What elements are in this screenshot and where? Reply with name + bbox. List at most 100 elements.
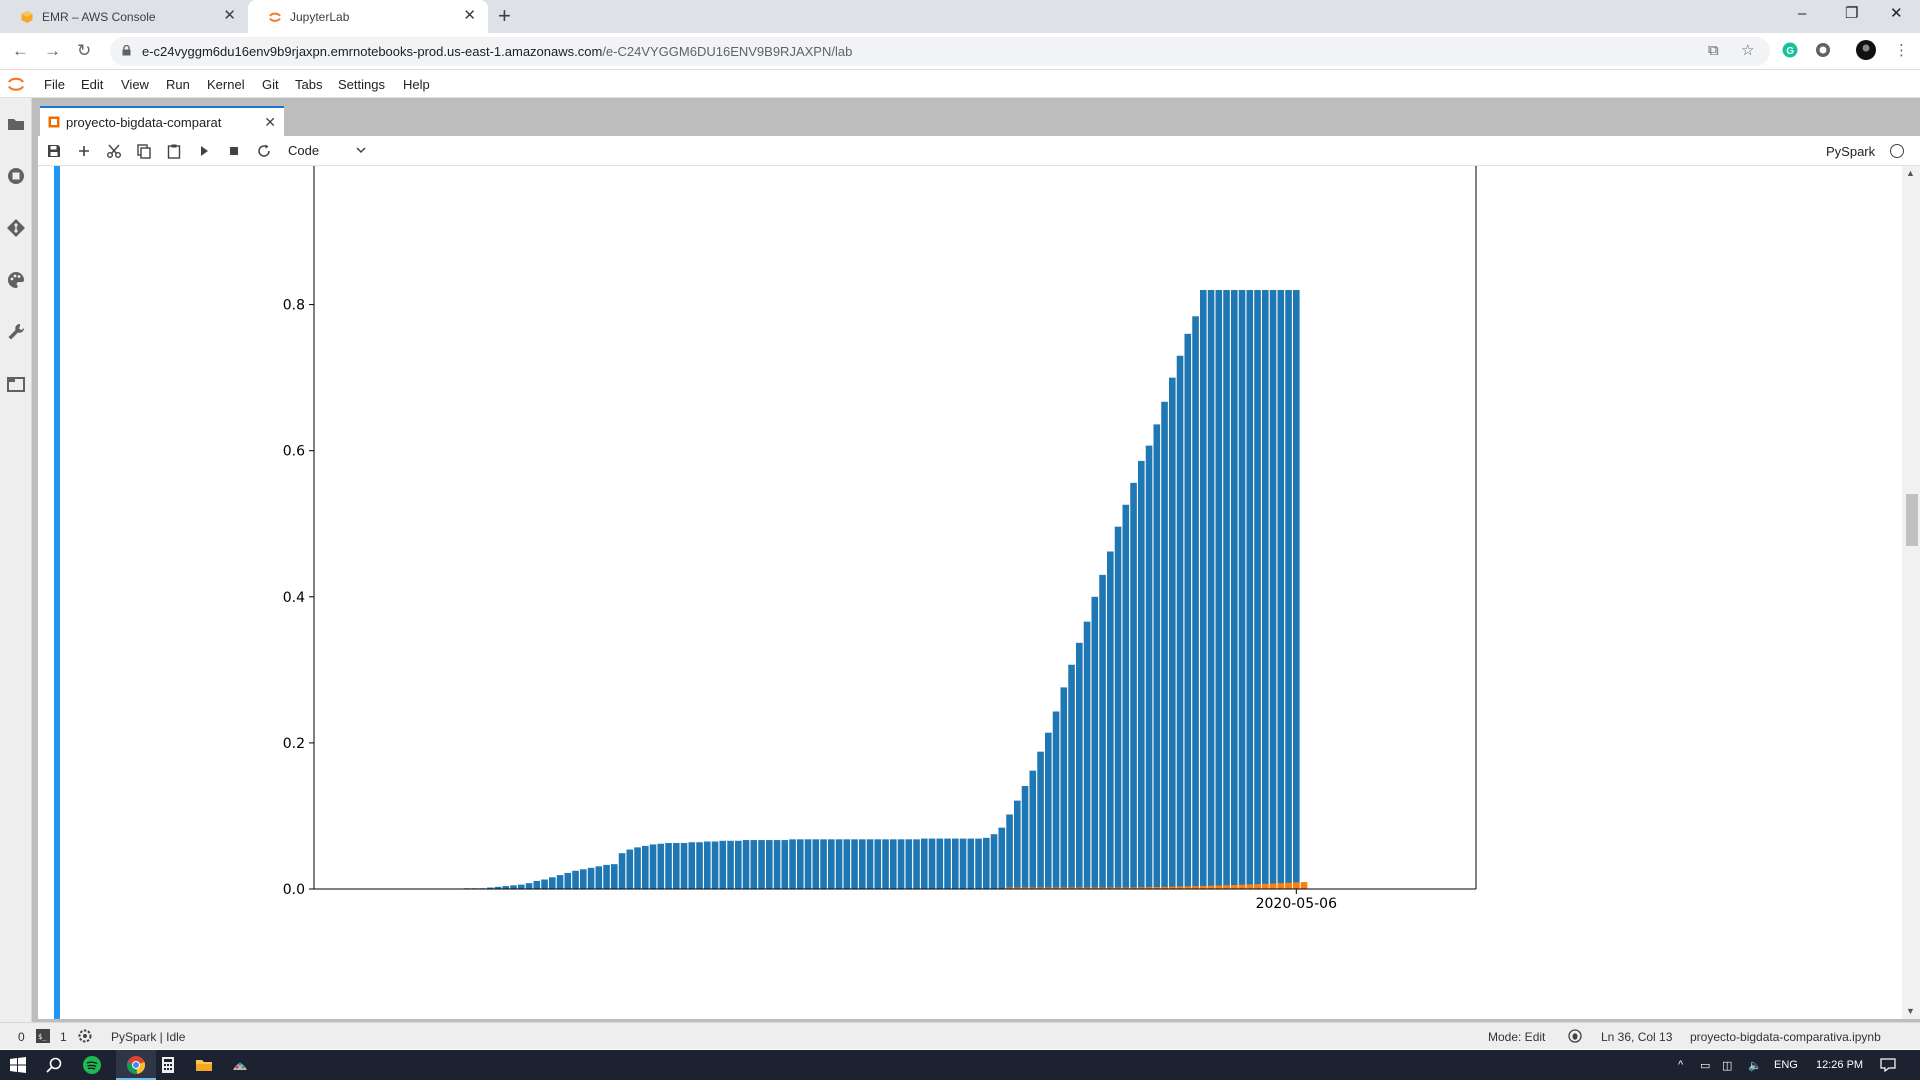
back-icon[interactable]: ← <box>12 41 29 60</box>
bar <box>1223 289 1230 889</box>
tray-chevron-icon[interactable]: ^ <box>1678 1059 1684 1071</box>
bar <box>998 827 1006 889</box>
git-icon[interactable] <box>6 218 26 238</box>
cursor-position[interactable]: Ln 36, Col 13 <box>1601 1030 1673 1044</box>
bar <box>1285 882 1292 889</box>
notebook-tab[interactable]: proyecto-bigdata-comparat ✕ <box>40 106 284 136</box>
browser-tab-strip: EMR – AWS Console ✕ JupyterLab ✕ + – ❐ ✕ <box>0 0 1920 33</box>
bar <box>758 840 765 889</box>
menu-help[interactable]: Help <box>403 77 430 92</box>
bar <box>634 847 641 889</box>
output-bar-chart: 0.0 0.2 0.4 0.6 0.8 2020-05-06 <box>283 166 1477 912</box>
tabs-panel-icon[interactable] <box>6 374 26 394</box>
windows-start-icon[interactable] <box>8 1055 28 1075</box>
cut-icon[interactable] <box>106 143 122 159</box>
translate-icon[interactable]: ⧉ <box>1708 42 1719 59</box>
bug-icon[interactable] <box>1568 1029 1582 1043</box>
scrollbar-thumb[interactable] <box>1906 494 1918 546</box>
bar <box>1269 289 1277 889</box>
bar <box>983 837 990 889</box>
wrench-icon[interactable] <box>6 322 26 342</box>
reload-icon[interactable]: ↻ <box>77 41 92 60</box>
restore-icon[interactable]: ❐ <box>1845 5 1859 22</box>
folder-icon[interactable] <box>6 114 26 134</box>
chrome-taskbar-button[interactable] <box>116 1050 156 1080</box>
notifications-icon[interactable] <box>1880 1058 1896 1072</box>
volume-icon[interactable]: 🔈 <box>1748 1060 1762 1072</box>
menu-settings[interactable]: Settings <box>338 77 385 92</box>
scroll-up-icon[interactable]: ▲ <box>1906 168 1915 178</box>
bar <box>897 839 905 889</box>
menu-file[interactable]: File <box>44 77 65 92</box>
extension-icon[interactable] <box>1815 42 1831 58</box>
stop-icon[interactable] <box>226 143 242 159</box>
calculator-icon[interactable] <box>158 1055 178 1075</box>
url-text[interactable]: e-c24vyggm6du16env9b9rjaxpn.emrnotebooks… <box>142 44 852 59</box>
menu-edit[interactable]: Edit <box>81 77 104 92</box>
menu-view[interactable]: View <box>121 77 149 92</box>
y-tick-label: 0.6 <box>283 444 305 460</box>
menu-run[interactable]: Run <box>166 77 190 92</box>
bar <box>1083 621 1091 889</box>
scroll-down-icon[interactable]: ▼ <box>1906 1006 1915 1016</box>
battery-icon[interactable]: ▭ <box>1700 1060 1711 1072</box>
browser-menu-icon[interactable]: ⋮ <box>1894 42 1909 59</box>
bar <box>1254 289 1261 889</box>
bar <box>595 866 603 889</box>
bar <box>882 839 889 889</box>
bar <box>1138 460 1145 889</box>
kernel-settings-icon[interactable] <box>78 1029 92 1043</box>
palette-icon[interactable] <box>6 270 26 290</box>
bar <box>1099 574 1106 889</box>
menu-kernel[interactable]: Kernel <box>207 77 245 92</box>
forward-icon[interactable]: → <box>44 41 61 60</box>
bar <box>1114 887 1122 889</box>
bar <box>1277 883 1285 889</box>
file-explorer-icon[interactable] <box>194 1055 214 1075</box>
spotify-icon[interactable] <box>82 1055 102 1075</box>
paint-app-icon[interactable] <box>230 1055 250 1075</box>
browser-tab-jupyterlab[interactable]: JupyterLab ✕ <box>248 0 488 33</box>
minimize-icon[interactable]: – <box>1798 5 1807 22</box>
bar <box>1045 887 1052 889</box>
bar <box>704 841 711 889</box>
bar <box>843 839 851 889</box>
close-icon[interactable]: ✕ <box>264 114 276 130</box>
profile-avatar[interactable] <box>1856 40 1876 60</box>
bar <box>1122 887 1130 889</box>
bar <box>1215 885 1223 889</box>
cell-type-select[interactable]: Code <box>288 143 320 158</box>
add-cell-icon[interactable] <box>76 143 92 159</box>
notebook-content[interactable]: 0.0 0.2 0.4 0.6 0.8 2020-05-06 ▲ ▼ <box>38 166 1920 1019</box>
window-close-icon[interactable]: ✕ <box>1890 5 1903 22</box>
bar <box>533 880 541 889</box>
close-icon[interactable]: ✕ <box>223 7 236 24</box>
browser-tab-emr[interactable]: EMR – AWS Console ✕ <box>0 0 248 33</box>
new-tab-icon[interactable]: + <box>498 3 511 28</box>
bar <box>1223 885 1230 889</box>
clock[interactable]: 12:26 PM <box>1816 1059 1864 1071</box>
running-sessions-icon[interactable] <box>6 166 26 186</box>
paste-icon[interactable] <box>166 143 182 159</box>
kernel-name[interactable]: PySpark <box>1826 144 1876 159</box>
copy-icon[interactable] <box>136 143 152 159</box>
close-icon[interactable]: ✕ <box>463 7 476 24</box>
menu-git[interactable]: Git <box>262 77 279 92</box>
bookmark-star-icon[interactable]: ☆ <box>1741 42 1755 59</box>
bar <box>1091 887 1099 889</box>
address-bar[interactable]: e-c24vyggm6du16env9b9rjaxpn.emrnotebooks… <box>110 37 1770 66</box>
vertical-scrollbar[interactable]: ▲ ▼ <box>1902 166 1920 1019</box>
restart-icon[interactable] <box>256 143 272 159</box>
kernel-status-text[interactable]: PySpark | Idle <box>111 1030 186 1044</box>
bar <box>1045 732 1052 889</box>
grammarly-icon[interactable]: G <box>1782 42 1798 58</box>
save-icon[interactable] <box>46 143 62 159</box>
chevron-down-icon[interactable] <box>356 146 366 154</box>
bar <box>525 883 533 889</box>
network-icon[interactable]: ◫ <box>1722 1060 1733 1072</box>
bar <box>1192 886 1199 889</box>
menu-tabs[interactable]: Tabs <box>295 77 323 92</box>
run-icon[interactable] <box>196 143 212 159</box>
language-indicator[interactable]: ENG <box>1774 1059 1798 1071</box>
search-icon[interactable] <box>44 1055 64 1075</box>
